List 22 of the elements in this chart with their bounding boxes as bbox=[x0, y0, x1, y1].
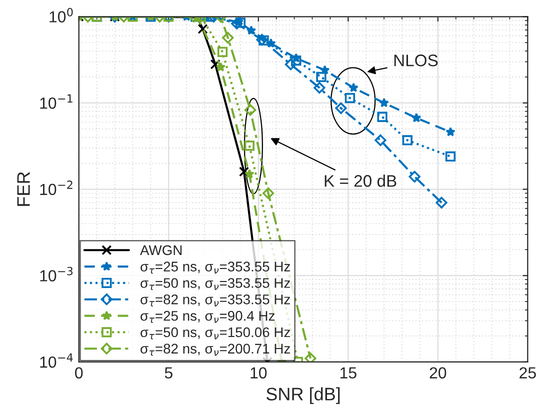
legend-label: σ$_{τ}$=82 ns, σ$_{ν}$=353.55 Hz bbox=[140, 294, 290, 306]
x-axis-title: SNR [dB] bbox=[266, 387, 340, 404]
y-axis-title: FER bbox=[17, 172, 30, 206]
x-tick-label: 0 bbox=[75, 367, 83, 379]
annotation: K = 20 dB bbox=[324, 174, 396, 187]
y-tick-label: 10$^{−2}$ bbox=[40, 180, 72, 196]
legend-label: σ$_{τ}$=50 ns, σ$_{ν}$=353.55 Hz bbox=[140, 278, 290, 290]
y-tick-label: 10$^{−4}$ bbox=[40, 353, 73, 368]
legend-label: σ$_{τ}$=25 ns, σ$_{ν}$=353.55 Hz bbox=[140, 262, 290, 274]
annotation: NLOS bbox=[394, 54, 438, 66]
x-tick-label: 20 bbox=[430, 367, 446, 379]
x-tick-label: 10 bbox=[250, 367, 267, 379]
legend-label: AWGN bbox=[140, 245, 182, 256]
x-tick-label: 15 bbox=[340, 367, 356, 379]
legend-label: σ$_{τ}$=25 ns, σ$_{ν}$=90.4 Hz bbox=[140, 310, 275, 323]
x-tick-label: 5 bbox=[164, 367, 172, 379]
y-tick-label: 10$^{−1}$ bbox=[40, 94, 72, 109]
legend-label: σ$_{τ}$=82 ns, σ$_{ν}$=200.71 Hz bbox=[140, 344, 290, 356]
y-tick-label: 10$^{−3}$ bbox=[40, 266, 73, 282]
x-tick-label: 25 bbox=[520, 367, 536, 379]
legend-label: σ$_{τ}$=50 ns, σ$_{ν}$=150.06 Hz bbox=[140, 327, 290, 340]
y-tick-label: 10$^{0}$ bbox=[50, 8, 73, 22]
